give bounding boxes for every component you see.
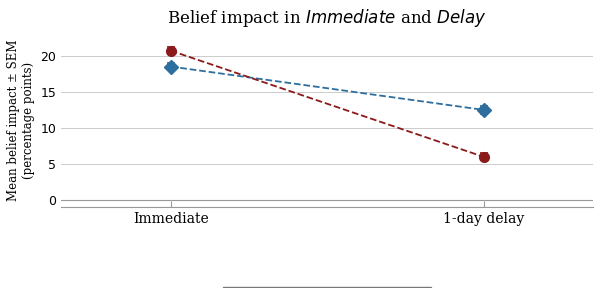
Y-axis label: Mean belief impact ± SEM
(percentage points): Mean belief impact ± SEM (percentage poi… [7, 40, 35, 202]
Title: Belief impact in $\it{Immediate}$ and $\it{Delay}$: Belief impact in $\it{Immediate}$ and $\… [167, 7, 487, 29]
Legend: Story, Statistic: Story, Statistic [223, 287, 431, 288]
